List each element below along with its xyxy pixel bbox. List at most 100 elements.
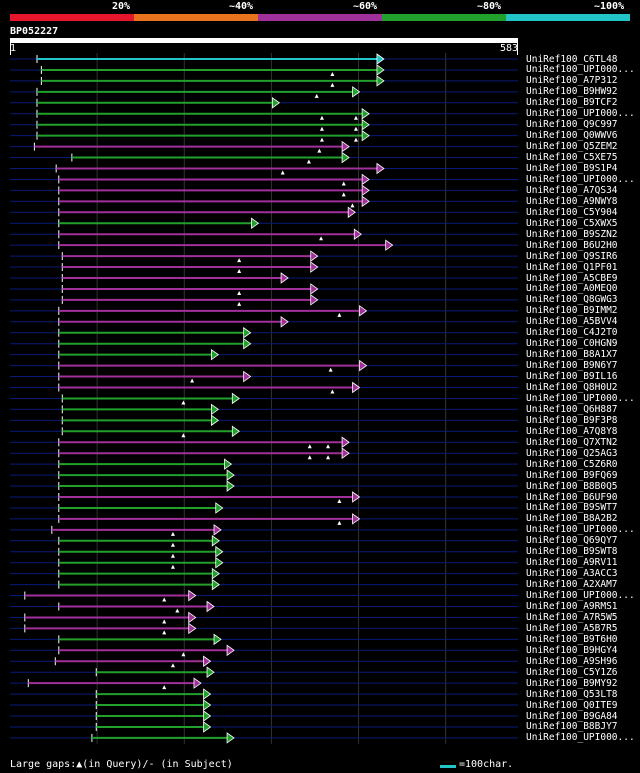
hit-label[interactable]: UniRef100_UPI000... xyxy=(526,392,635,404)
hit-label[interactable]: UniRef100_B9HW92 xyxy=(526,86,618,98)
hit-label[interactable]: UniRef100_A5CBE9 xyxy=(526,272,618,284)
hit-label[interactable]: UniRef100_UPI000... xyxy=(526,108,635,120)
hit-label[interactable]: UniRef100_B8A2B2 xyxy=(526,513,618,525)
hit-row[interactable] xyxy=(10,162,518,175)
hit-label[interactable]: UniRef100_Q7XTN2 xyxy=(526,436,618,448)
hit-label[interactable]: UniRef100_Q25AG3 xyxy=(526,447,618,459)
hit-label[interactable]: UniRef100_A9NWY8 xyxy=(526,195,618,207)
hit-row[interactable] xyxy=(10,699,518,711)
hit-label[interactable]: UniRef100_A7P312 xyxy=(526,75,618,87)
hit-label[interactable]: UniRef100_Q53LT8 xyxy=(526,688,618,700)
hit-label[interactable]: UniRef100_Q1PF01 xyxy=(526,261,618,273)
hit-row[interactable] xyxy=(10,250,518,263)
hit-label[interactable]: UniRef100_Q5ZEM2 xyxy=(526,141,618,153)
hit-label[interactable]: UniRef100_B9T6H0 xyxy=(526,633,618,645)
hit-label[interactable]: UniRef100_UPI000... xyxy=(526,173,635,185)
hit-row[interactable] xyxy=(10,589,518,602)
hit-row[interactable] xyxy=(10,316,518,328)
hit-label[interactable]: UniRef100_B9N6Y7 xyxy=(526,360,618,372)
hit-row[interactable] xyxy=(10,513,518,525)
hit-label[interactable]: UniRef100_B9IMM2 xyxy=(526,305,618,317)
hit-label[interactable]: UniRef100_B9HGY4 xyxy=(526,644,618,656)
hit-label[interactable]: UniRef100_UPI000... xyxy=(526,732,635,744)
hit-label[interactable]: UniRef100_B6U2H0 xyxy=(526,239,618,251)
hit-row[interactable] xyxy=(10,294,518,306)
hit-label[interactable]: UniRef100_A9RMS1 xyxy=(526,601,618,612)
hit-row[interactable] xyxy=(10,732,518,744)
hit-row[interactable] xyxy=(10,228,518,241)
hit-row[interactable] xyxy=(10,151,518,164)
hit-row[interactable] xyxy=(10,436,518,449)
hit-row[interactable] xyxy=(10,195,518,208)
hit-row[interactable] xyxy=(10,326,518,339)
hit-row[interactable] xyxy=(10,184,518,197)
hit-label[interactable]: UniRef100_A5BVV4 xyxy=(526,316,618,328)
hit-row[interactable] xyxy=(10,348,518,361)
hit-row[interactable] xyxy=(10,491,518,503)
hit-row[interactable] xyxy=(10,535,518,547)
hit-label[interactable]: UniRef100_Q6H887 xyxy=(526,403,618,415)
hit-row[interactable] xyxy=(10,677,518,690)
hit-row[interactable] xyxy=(10,556,518,569)
hit-label[interactable]: UniRef100_C6TL48 xyxy=(526,53,618,65)
hit-label[interactable]: UniRef100_C5Y1Z6 xyxy=(526,666,618,678)
hit-label[interactable]: UniRef100_Q69QY7 xyxy=(526,535,618,547)
hit-row[interactable] xyxy=(10,53,518,65)
hit-label[interactable]: UniRef100_B9IL16 xyxy=(526,371,618,383)
hit-row[interactable] xyxy=(10,502,518,514)
hit-label[interactable]: UniRef100_B9MY92 xyxy=(526,677,618,689)
hit-row[interactable] xyxy=(10,272,518,284)
hit-row[interactable] xyxy=(10,97,518,109)
hit-row[interactable] xyxy=(10,107,518,120)
hit-row[interactable] xyxy=(10,283,518,295)
hit-row[interactable] xyxy=(10,118,518,131)
hit-row[interactable] xyxy=(10,567,518,580)
hit-row[interactable] xyxy=(10,447,518,460)
hit-row[interactable] xyxy=(10,337,518,350)
hit-row[interactable] xyxy=(10,305,518,317)
hit-label[interactable]: UniRef100_A7R5W5 xyxy=(526,611,618,623)
hit-row[interactable] xyxy=(10,688,518,700)
hit-row[interactable] xyxy=(10,666,518,678)
hit-row[interactable] xyxy=(10,425,518,438)
hit-label[interactable]: UniRef100_Q9SIR6 xyxy=(526,250,618,262)
hit-label[interactable]: UniRef100_A5B7R5 xyxy=(526,622,618,634)
hit-label[interactable]: UniRef100_A7Q8Y8 xyxy=(526,425,618,437)
hit-row[interactable] xyxy=(10,64,518,76)
hit-label[interactable]: UniRef100_C5XWX5 xyxy=(526,217,618,229)
hit-row[interactable] xyxy=(10,622,518,635)
hit-row[interactable] xyxy=(10,469,518,481)
hit-row[interactable] xyxy=(10,217,518,230)
hit-row[interactable] xyxy=(10,381,518,394)
hit-label[interactable]: UniRef100_UPI000... xyxy=(526,64,635,76)
hit-label[interactable]: UniRef100_C4J2T0 xyxy=(526,327,618,339)
hit-row[interactable] xyxy=(10,173,518,186)
hit-label[interactable]: UniRef100_C5Z6R0 xyxy=(526,458,618,470)
hit-label[interactable]: UniRef100_Q8H0U2 xyxy=(526,382,618,393)
hit-row[interactable] xyxy=(10,710,518,722)
hit-label[interactable]: UniRef100_Q8GWG3 xyxy=(526,294,618,306)
hit-label[interactable]: UniRef100_C0HGN9 xyxy=(526,338,618,350)
hit-label[interactable]: UniRef100_B9FQ69 xyxy=(526,469,618,481)
hit-label[interactable]: UniRef100_C5Y904 xyxy=(526,206,618,218)
hit-row[interactable] xyxy=(10,578,518,591)
hit-row[interactable] xyxy=(10,644,518,657)
hit-row[interactable] xyxy=(10,600,518,613)
hit-row[interactable] xyxy=(10,611,518,624)
hit-row[interactable] xyxy=(10,480,518,492)
hit-label[interactable]: UniRef100_B6UF90 xyxy=(526,491,618,503)
hit-label[interactable]: UniRef100_Q9C997 xyxy=(526,119,618,131)
hit-row[interactable] xyxy=(10,75,518,87)
hit-label[interactable]: UniRef100_B9S1P4 xyxy=(526,163,618,174)
hit-label[interactable]: UniRef100_B8A1X7 xyxy=(526,349,618,361)
hit-label[interactable]: UniRef100_Q0ITE9 xyxy=(526,699,618,711)
hit-label[interactable]: UniRef100_B9SZN2 xyxy=(526,228,618,240)
hit-label[interactable]: UniRef100_B9TCF2 xyxy=(526,97,618,109)
hit-label[interactable]: UniRef100_A2XAM7 xyxy=(526,579,618,591)
hit-row[interactable] xyxy=(10,392,518,405)
hit-row[interactable] xyxy=(10,458,518,470)
hit-row[interactable] xyxy=(10,524,518,536)
hit-row[interactable] xyxy=(10,414,518,427)
hit-label[interactable]: UniRef100_Q0WWV6 xyxy=(526,130,618,142)
hit-row[interactable] xyxy=(10,129,518,142)
